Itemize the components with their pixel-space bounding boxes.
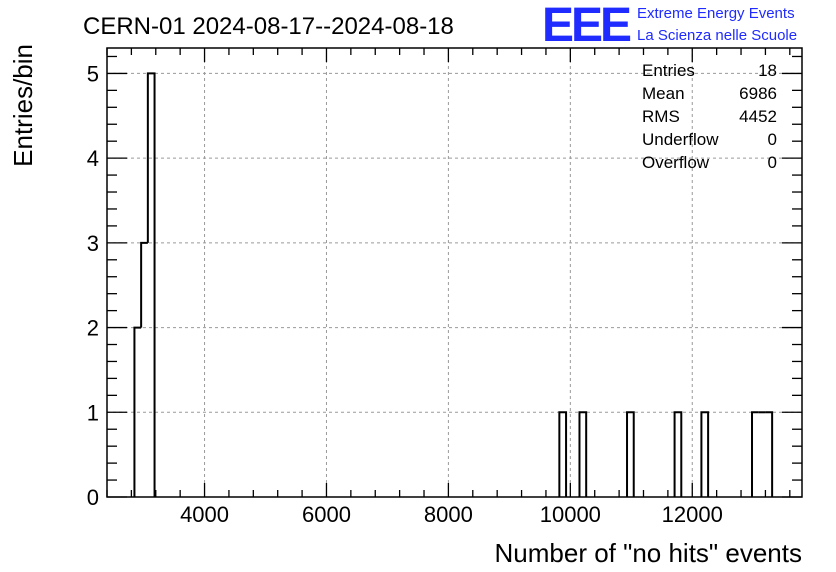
histogram-bin [133,326,142,497]
stats-value: 0 [768,153,777,172]
chart-title: CERN-01 2024-08-17--2024-08-18 [83,13,454,40]
x-axis-title: Number of "no hits" events [495,538,803,568]
y-tick-label: 2 [87,316,99,341]
grid-lines [107,48,802,497]
y-tick-label: 0 [87,485,99,510]
y-tick-label: 5 [87,61,99,86]
stats-label: Mean [642,84,685,103]
y-tick-label: 3 [87,231,99,256]
stats-value: 18 [758,61,777,80]
stats-box: Entries 18 Mean 6986 RMS 4452 Underflow 0 Overfl… [642,61,777,172]
stats-value: 0 [768,130,777,149]
histogram-bin [673,411,683,497]
stats-value: 4452 [739,107,777,126]
y-tick-labels: 0 1 2 3 4 5 [87,61,99,510]
x-tick-label: 10000 [540,502,601,527]
logo-line-1: Extreme Energy Events [637,5,795,22]
histogram-bars [133,72,774,497]
axis-ticks [106,48,802,498]
y-tick-label: 4 [87,146,99,171]
x-tick-label: 6000 [302,502,351,527]
stats-value: 6986 [739,84,777,103]
plot-frame [106,47,803,498]
x-tick-label: 12000 [662,502,723,527]
logo-line-2: La Scienza nelle Scuole [637,27,797,44]
histogram-bin [140,241,148,328]
x-tick-labels: 4000 6000 8000 10000 12000 [180,502,723,527]
histogram-bin [626,411,635,497]
y-axis-title: Entries/bin [8,44,38,167]
eee-logo-letters: EEE [542,0,631,52]
stats-label: Entries [642,61,695,80]
histogram-bin [700,411,710,497]
histogram-bin [751,411,759,497]
eee-logo: EEE Extreme Energy Events La Scienza nel… [542,0,797,52]
stats-label: Overflow [642,153,710,172]
x-tick-label: 8000 [424,502,473,527]
histogram-bin [558,411,568,497]
histogram-bin [578,411,588,497]
stats-label: RMS [642,107,680,126]
histogram-bin [146,72,156,497]
histogram-bin [765,411,774,497]
stats-label: Underflow [642,130,719,149]
y-tick-label: 1 [87,400,99,425]
x-tick-label: 4000 [180,502,229,527]
